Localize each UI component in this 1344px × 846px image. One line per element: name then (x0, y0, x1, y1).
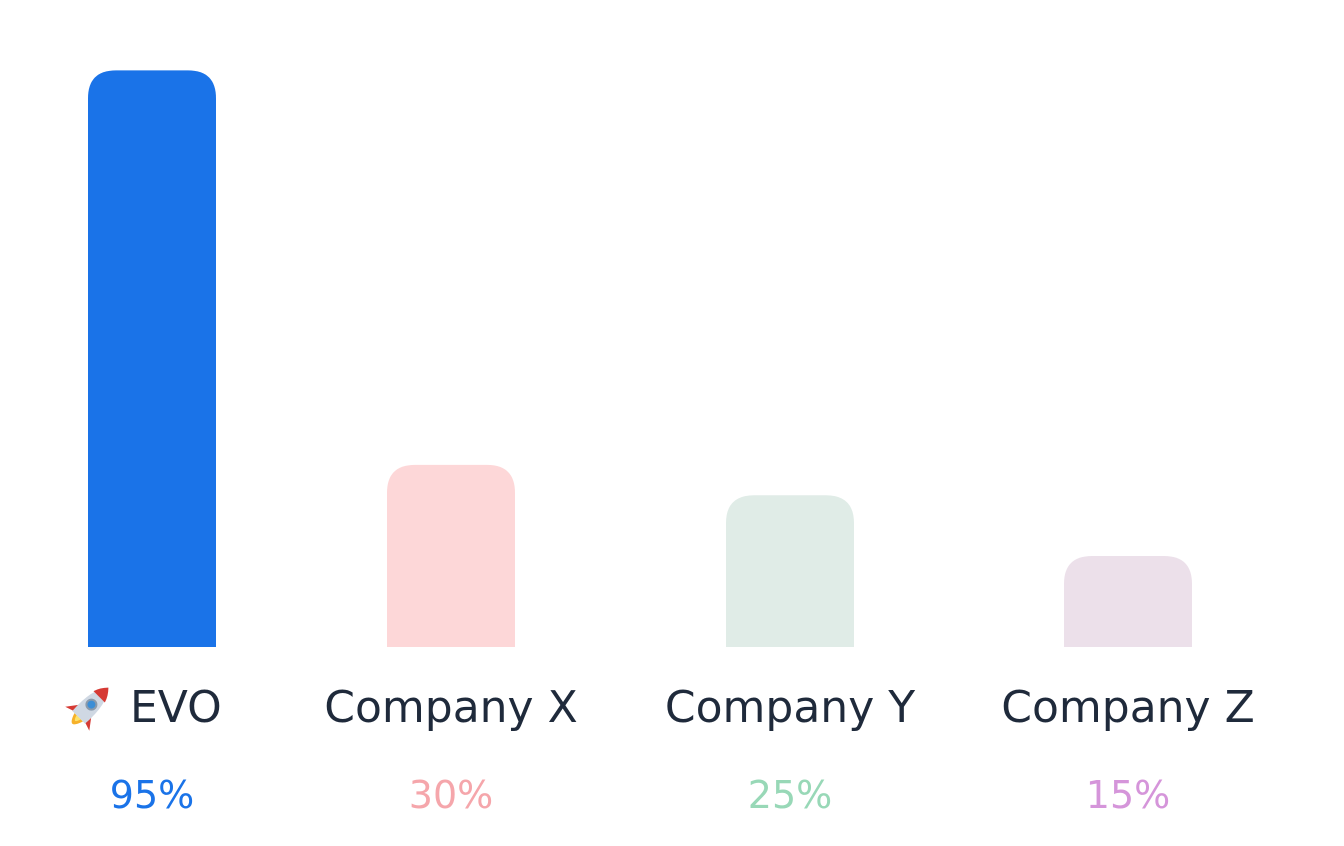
category-label-company-x: Company X (324, 682, 577, 733)
category-label-company-z: Company Z (1001, 682, 1254, 733)
value-label-evo: 95% (110, 773, 194, 817)
bar-company-x (387, 464, 515, 647)
value-label-company-x: 30% (409, 773, 493, 817)
category-label-company-y: Company Y (665, 682, 915, 733)
bar-evo (88, 70, 216, 648)
bars-group (88, 70, 1192, 648)
bar-company-z (1064, 555, 1192, 647)
value-label-company-z: 15% (1086, 773, 1170, 817)
rocket-icon (65, 687, 109, 731)
category-labels-group: EVO Company X Company Y Company Z (65, 682, 1255, 733)
category-label-evo: EVO (130, 682, 222, 733)
bar-company-y (726, 495, 854, 647)
value-labels-group: 95% 30% 25% 15% (110, 773, 1170, 817)
value-label-company-y: 25% (748, 773, 832, 817)
